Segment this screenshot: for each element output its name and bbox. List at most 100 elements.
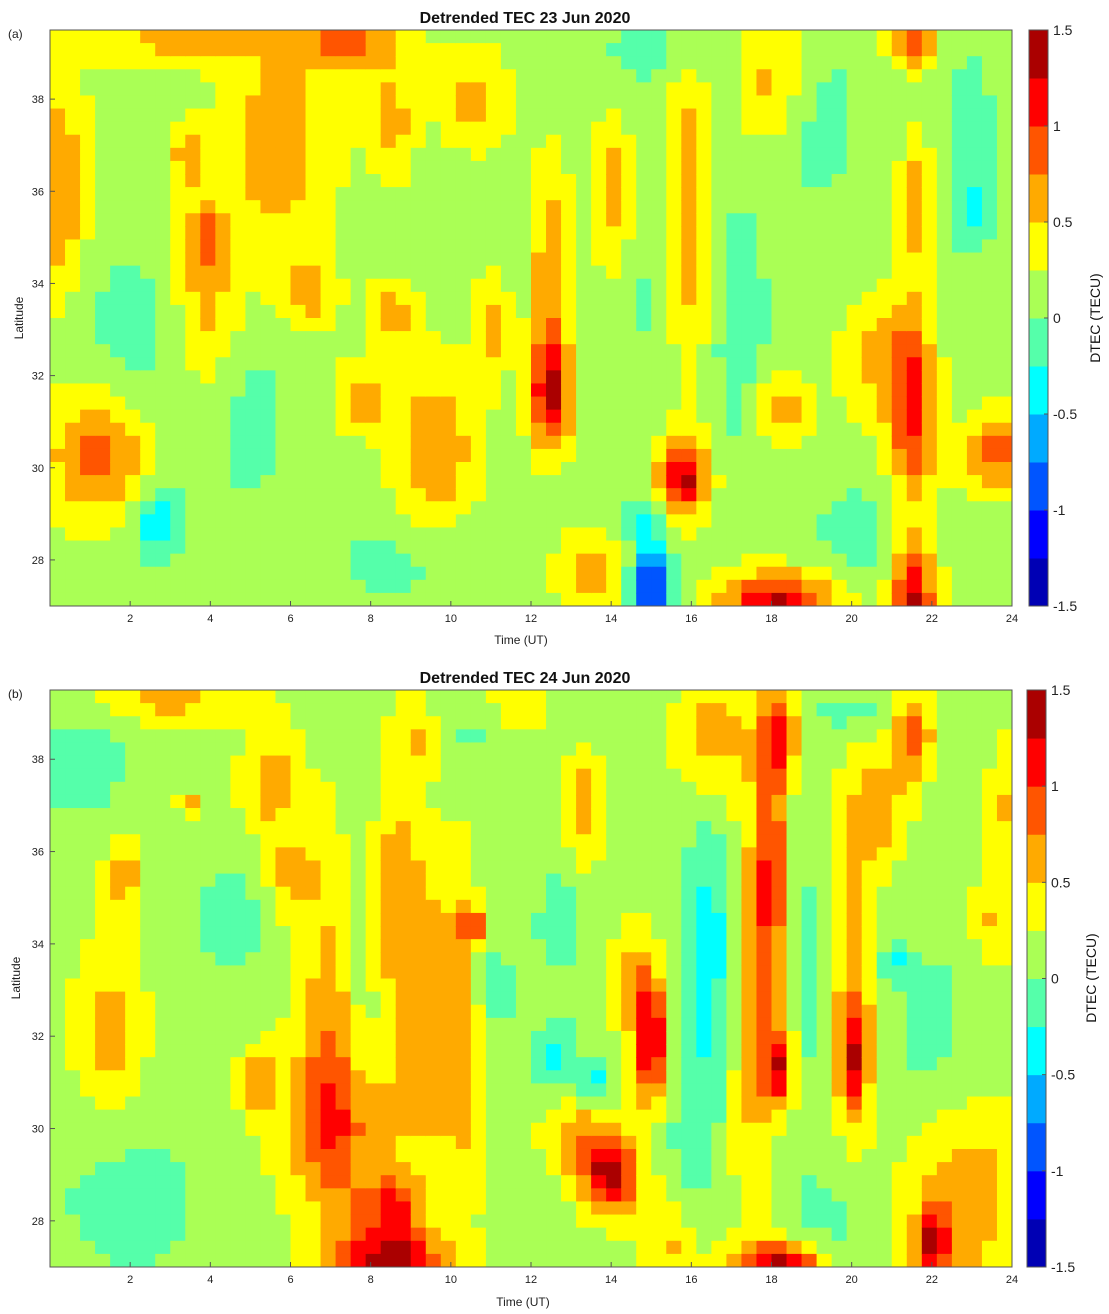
contour-cell bbox=[260, 1004, 277, 1019]
contour-cell bbox=[320, 768, 337, 783]
contour-cell bbox=[756, 1083, 773, 1098]
contour-cell bbox=[155, 318, 171, 332]
contour-cell bbox=[621, 291, 637, 306]
contour-cell bbox=[185, 965, 201, 980]
contour-cell bbox=[651, 991, 667, 1006]
contour-cell bbox=[95, 978, 111, 993]
contour-cell bbox=[636, 965, 652, 980]
contour-cell bbox=[771, 56, 788, 70]
contour-cell bbox=[65, 147, 81, 162]
panel-a-x-ticks: 2 4 6 8 10 12 14 16 18 20 22 24 bbox=[127, 601, 1018, 625]
contour-cell bbox=[260, 226, 277, 241]
contour-cell bbox=[320, 43, 337, 57]
contour-cell bbox=[110, 56, 126, 70]
contour-cell bbox=[440, 69, 457, 83]
contour-cell bbox=[876, 69, 893, 83]
contour-cell bbox=[470, 501, 487, 515]
contour-cell bbox=[65, 174, 81, 188]
contour-cell bbox=[155, 579, 171, 594]
contour-cell bbox=[485, 1030, 502, 1045]
contour-cell bbox=[981, 331, 998, 345]
contour-cell bbox=[936, 579, 953, 594]
contour-cell bbox=[576, 160, 592, 175]
contour-cell bbox=[606, 978, 622, 993]
contour-cell bbox=[606, 1188, 622, 1203]
contour-cell bbox=[155, 847, 171, 862]
contour-cell bbox=[741, 357, 758, 371]
contour-cell bbox=[335, 873, 352, 888]
contour-cell bbox=[275, 82, 292, 97]
contour-cell bbox=[170, 147, 186, 162]
contour-cell bbox=[651, 1240, 667, 1255]
contour-cell bbox=[200, 965, 216, 980]
contour-cell bbox=[260, 1148, 277, 1163]
contour-cell bbox=[500, 108, 517, 123]
contour-cell bbox=[395, 82, 412, 97]
contour-cell bbox=[65, 318, 81, 332]
contour-cell bbox=[95, 344, 111, 358]
contour-cell bbox=[155, 134, 171, 149]
contour-cell bbox=[696, 1188, 712, 1203]
contour-cell bbox=[966, 200, 983, 214]
contour-cell bbox=[546, 1188, 562, 1203]
contour-cell bbox=[576, 1122, 592, 1137]
contour-cell bbox=[485, 729, 502, 744]
contour-cell bbox=[726, 1162, 743, 1176]
contour-cell bbox=[335, 95, 352, 110]
contour-cell bbox=[891, 566, 908, 581]
contour-cell bbox=[125, 370, 141, 385]
contour-cell bbox=[275, 808, 292, 822]
contour-cell bbox=[651, 475, 667, 489]
contour-cell bbox=[410, 1109, 427, 1124]
contour-cell bbox=[636, 703, 652, 717]
contour-cell bbox=[170, 1004, 186, 1019]
contour-cell bbox=[531, 43, 547, 57]
contour-cell bbox=[410, 860, 427, 875]
contour-cell bbox=[395, 834, 412, 848]
contour-cell bbox=[741, 847, 758, 862]
contour-cell bbox=[380, 396, 397, 411]
contour-cell bbox=[576, 30, 592, 44]
contour-cell bbox=[170, 768, 186, 783]
contour-cell bbox=[365, 121, 382, 136]
contour-cell bbox=[230, 1175, 247, 1189]
contour-cell bbox=[410, 527, 427, 542]
contour-cell bbox=[455, 43, 472, 57]
contour-cell bbox=[110, 847, 126, 862]
contour-cell bbox=[215, 43, 231, 57]
contour-cell bbox=[290, 540, 307, 555]
contour-cell bbox=[260, 1017, 277, 1032]
contour-cell bbox=[771, 213, 788, 227]
contour-cell bbox=[816, 448, 833, 463]
contour-cell bbox=[215, 939, 231, 953]
contour-cell bbox=[305, 1030, 322, 1045]
contour-cell bbox=[636, 174, 652, 188]
contour-cell bbox=[801, 30, 818, 44]
contour-cell bbox=[155, 252, 171, 267]
contour-cell bbox=[170, 475, 186, 489]
contour-cell bbox=[320, 1227, 337, 1242]
contour-cell bbox=[140, 1044, 156, 1058]
contour-cell bbox=[200, 703, 216, 717]
contour-cell bbox=[245, 291, 262, 306]
contour-cell bbox=[290, 1017, 307, 1032]
contour-cell bbox=[335, 1227, 352, 1242]
contour-cell bbox=[576, 1070, 592, 1085]
contour-cell bbox=[981, 435, 998, 450]
contour-cell bbox=[696, 95, 712, 110]
contour-cell bbox=[515, 95, 532, 110]
contour-cell bbox=[80, 579, 96, 594]
contour-cell bbox=[395, 592, 412, 606]
contour-cell bbox=[380, 965, 397, 980]
contour-cell bbox=[290, 422, 307, 437]
contour-cell bbox=[245, 690, 262, 704]
contour-cell bbox=[245, 1096, 262, 1111]
contour-cell bbox=[771, 43, 788, 57]
contour-cell bbox=[350, 1135, 367, 1150]
contour-cell bbox=[711, 886, 728, 901]
contour-cell bbox=[440, 1030, 457, 1045]
contour-cell bbox=[561, 965, 577, 980]
contour-cell bbox=[546, 860, 562, 875]
contour-cell bbox=[711, 952, 728, 966]
contour-cell bbox=[906, 422, 923, 437]
